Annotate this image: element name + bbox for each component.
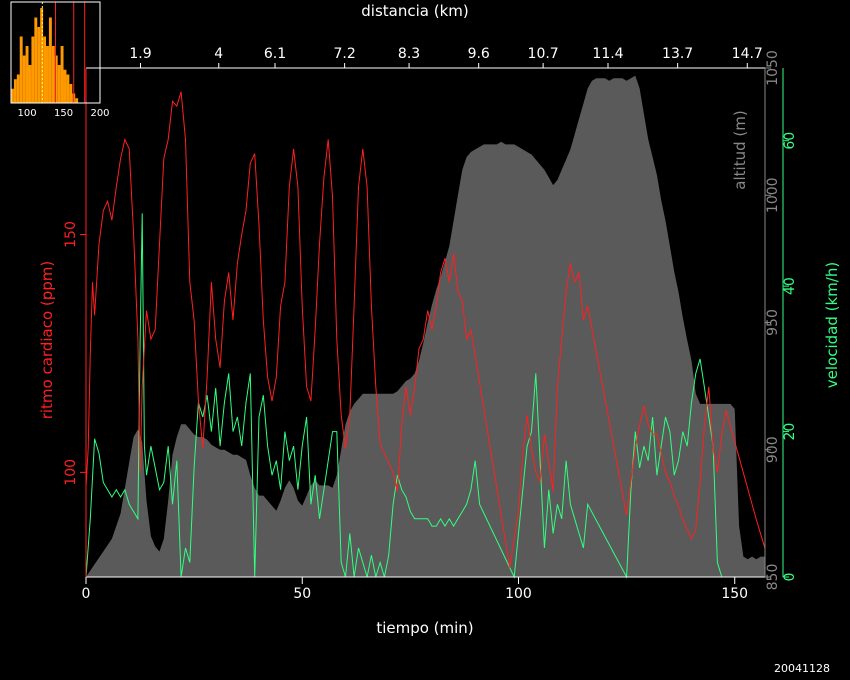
top-tick-label: 8.3 (398, 46, 420, 62)
heart-rate-line-series (85, 91, 766, 568)
speed-tick-label: 40 (782, 277, 798, 295)
heart-rate-tick-label: 100 (63, 459, 79, 486)
histogram-bar (13, 79, 17, 103)
top-tick-label: 1.9 (129, 46, 151, 62)
histogram-frame (10, 1, 101, 104)
altitude-tick-label: 1000 (765, 177, 781, 213)
histogram-bar (46, 46, 49, 103)
histogram-bar (28, 65, 32, 103)
footer-date: 20041128 (774, 662, 830, 675)
top-tick-label: 14.7 (732, 46, 763, 62)
histogram-bar (75, 98, 79, 103)
histogram-bar (54, 55, 58, 103)
top-tick-label: 13.7 (662, 46, 693, 62)
x-tick-label: 100 (505, 586, 532, 602)
histogram-bar (16, 74, 20, 103)
histogram-bar (66, 74, 70, 103)
top-tick-label: 4 (214, 46, 223, 62)
speed-tick-label: 0 (782, 573, 798, 582)
histogram-bar (25, 46, 29, 103)
altitude-area-series (86, 75, 765, 577)
histogram-bar (69, 84, 73, 103)
top-tick-label: 7.2 (333, 46, 355, 62)
histogram-bar (11, 88, 14, 103)
histogram-bar (40, 8, 44, 103)
histogram-bar (48, 17, 52, 103)
histogram-bar (43, 36, 47, 103)
altitude-tick-label: 900 (765, 436, 781, 463)
altitude-tick-label: 1050 (765, 50, 781, 86)
top-tick-label: 10.7 (528, 46, 559, 62)
x-axis-label: tiempo (min) (376, 619, 473, 637)
x-tick-label: 150 (721, 586, 748, 602)
histogram-bar (57, 65, 61, 103)
histogram-bar (63, 69, 67, 103)
histogram-tick-label: 100 (18, 108, 37, 119)
speed-line-series (85, 213, 723, 579)
x-tick-label: 0 (82, 586, 91, 602)
histogram-bar (37, 27, 41, 103)
altitude-tick-label: 950 (765, 309, 781, 336)
y-axis-label-altitude: altitud (m) (731, 110, 749, 189)
histogram-bar (34, 17, 38, 103)
histogram-bar (31, 36, 35, 103)
top-tick-label: 11.4 (592, 46, 623, 62)
histogram-bar (19, 36, 23, 103)
histogram-bar (22, 55, 26, 103)
top-tick-label: 6.1 (264, 46, 286, 62)
histogram-tick-label: 150 (54, 108, 73, 119)
y-axis-label-heart-rate: ritmo cardiaco (ppm) (38, 261, 56, 420)
top-axis-label: distancia (km) (361, 2, 468, 20)
histogram-tick-label: 200 (90, 108, 109, 119)
y-axis-label-speed: velocidad (km/h) (823, 262, 841, 388)
histogram-bar (60, 46, 64, 103)
speed-tick-label: 60 (782, 132, 798, 150)
x-tick-label: 50 (293, 586, 311, 602)
speed-tick-label: 20 (782, 423, 798, 441)
top-tick-label: 9.6 (468, 46, 490, 62)
heart-rate-tick-label: 150 (63, 221, 79, 248)
histogram-bar (51, 46, 55, 103)
altitude-tick-label: 850 (765, 564, 781, 591)
